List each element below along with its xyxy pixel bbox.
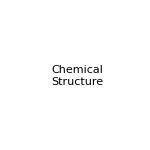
Text: Chemical
Structure: Chemical Structure bbox=[51, 65, 103, 87]
